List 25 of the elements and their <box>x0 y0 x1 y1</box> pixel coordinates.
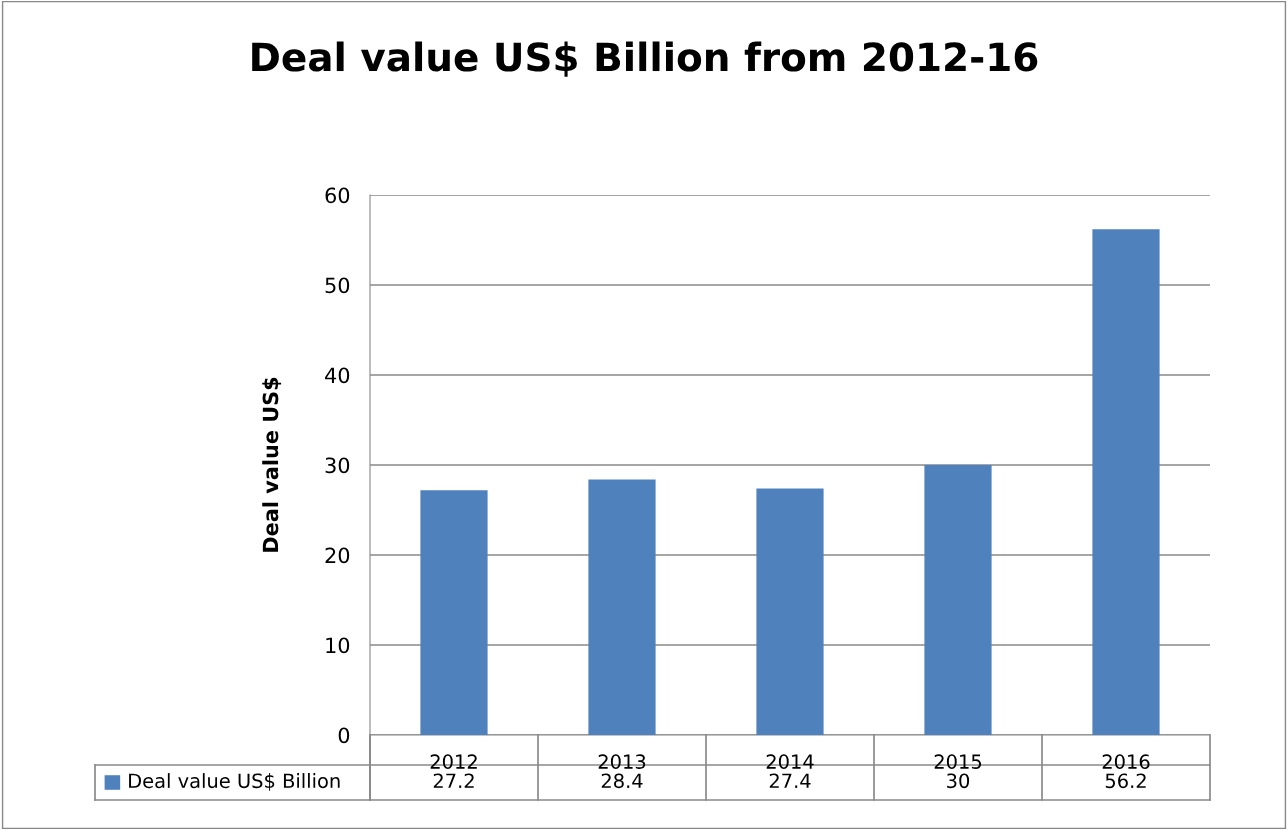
y-tick-label: 40 <box>325 367 350 384</box>
data-label: 28.4 <box>601 773 643 789</box>
legend-label: Deal value US$ Billion <box>129 773 340 791</box>
data-label: 27.4 <box>769 773 811 788</box>
y-tick-label: 50 <box>325 277 350 294</box>
bar <box>420 490 488 735</box>
chart-title: Deal value US$ Billion from 2012-16 <box>252 41 1038 77</box>
y-axis-title: Deal value US$ <box>262 377 282 552</box>
x-tick-label: 2013 <box>598 754 646 769</box>
x-tick-label: 2012 <box>430 754 477 769</box>
x-tick-label: 2016 <box>1102 754 1150 769</box>
data-label: 30 <box>947 773 970 789</box>
bar <box>924 465 992 735</box>
bar <box>756 488 824 735</box>
y-tick-label: 30 <box>325 457 350 474</box>
bar <box>588 479 656 735</box>
data-label: 56.2 <box>1105 773 1146 789</box>
x-tick-label: 2015 <box>934 754 982 769</box>
x-tick-label: 2014 <box>766 754 814 769</box>
y-tick-label: 0 <box>338 727 350 744</box>
y-tick-label: 10 <box>326 637 350 654</box>
bar <box>1092 229 1160 735</box>
data-label: 27.2 <box>433 773 474 788</box>
y-tick-label: 20 <box>325 547 350 564</box>
y-tick-label: 60 <box>325 187 350 204</box>
